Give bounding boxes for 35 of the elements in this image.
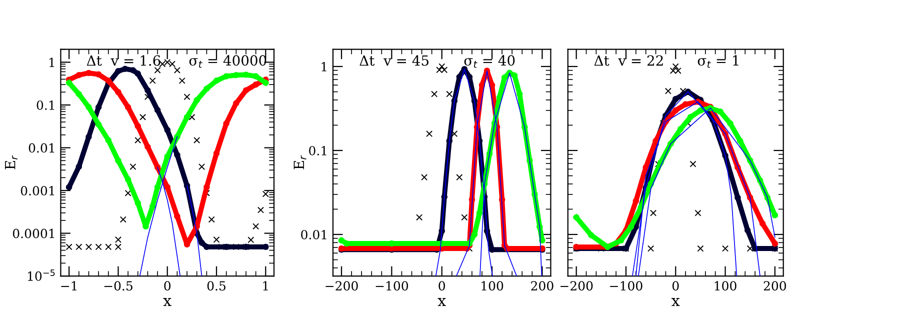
annotation: Δt v = 22 [594, 55, 663, 66]
x-axis-title: x [438, 298, 446, 306]
y-axis-title: E$_{r}$ [294, 155, 306, 170]
x-tick-label: −100 [376, 281, 408, 291]
y-tick-label: 0.001 [20, 186, 54, 196]
x-tick-label: −200 [560, 281, 593, 291]
y-tick-label: 0.0001 [12, 228, 54, 238]
y-tick-label: 0.1 [36, 100, 54, 110]
annotation: σ$_{t}$ = 40 [464, 55, 515, 68]
x-tick-label: −1 [61, 281, 77, 290]
annotation: σ$_{t}$ = 1 [698, 55, 738, 68]
annotation: σ$_{t}$ = 40000 [189, 55, 266, 68]
x-tick-label: −0.5 [104, 281, 132, 291]
y-tick-label: 1 [49, 58, 54, 67]
x-axis-title: x [163, 298, 172, 306]
x-tick-label: 0 [438, 281, 445, 291]
y-tick-label: 0.01 [28, 143, 54, 153]
x-tick-label: 100 [714, 281, 736, 291]
y-axis-title: E$_{r}$ [5, 155, 18, 170]
y-tick-label: 0.1 [309, 146, 326, 156]
x-tick-label: 200 [531, 281, 554, 291]
x-tick-label: 0 [672, 281, 679, 291]
x-axis-title: x [672, 298, 680, 306]
x-tick-label: 1 [263, 281, 268, 290]
x-tick-label: 0.5 [207, 281, 226, 291]
y-tick-label: 0.01 [301, 230, 326, 240]
x-tick-label: −200 [326, 281, 358, 291]
x-tick-label: 100 [482, 281, 504, 291]
annotation: Δt v = 45 [360, 55, 428, 66]
y-tick-label: 10$^{−5}$ [28, 270, 55, 281]
x-tick-label: 200 [764, 281, 786, 291]
x-tick-label: −100 [610, 281, 642, 291]
y-tick-label: 1 [322, 62, 326, 72]
annotation: Δt v = 1.6 [86, 55, 160, 66]
x-tick-label: 0 [164, 281, 170, 291]
